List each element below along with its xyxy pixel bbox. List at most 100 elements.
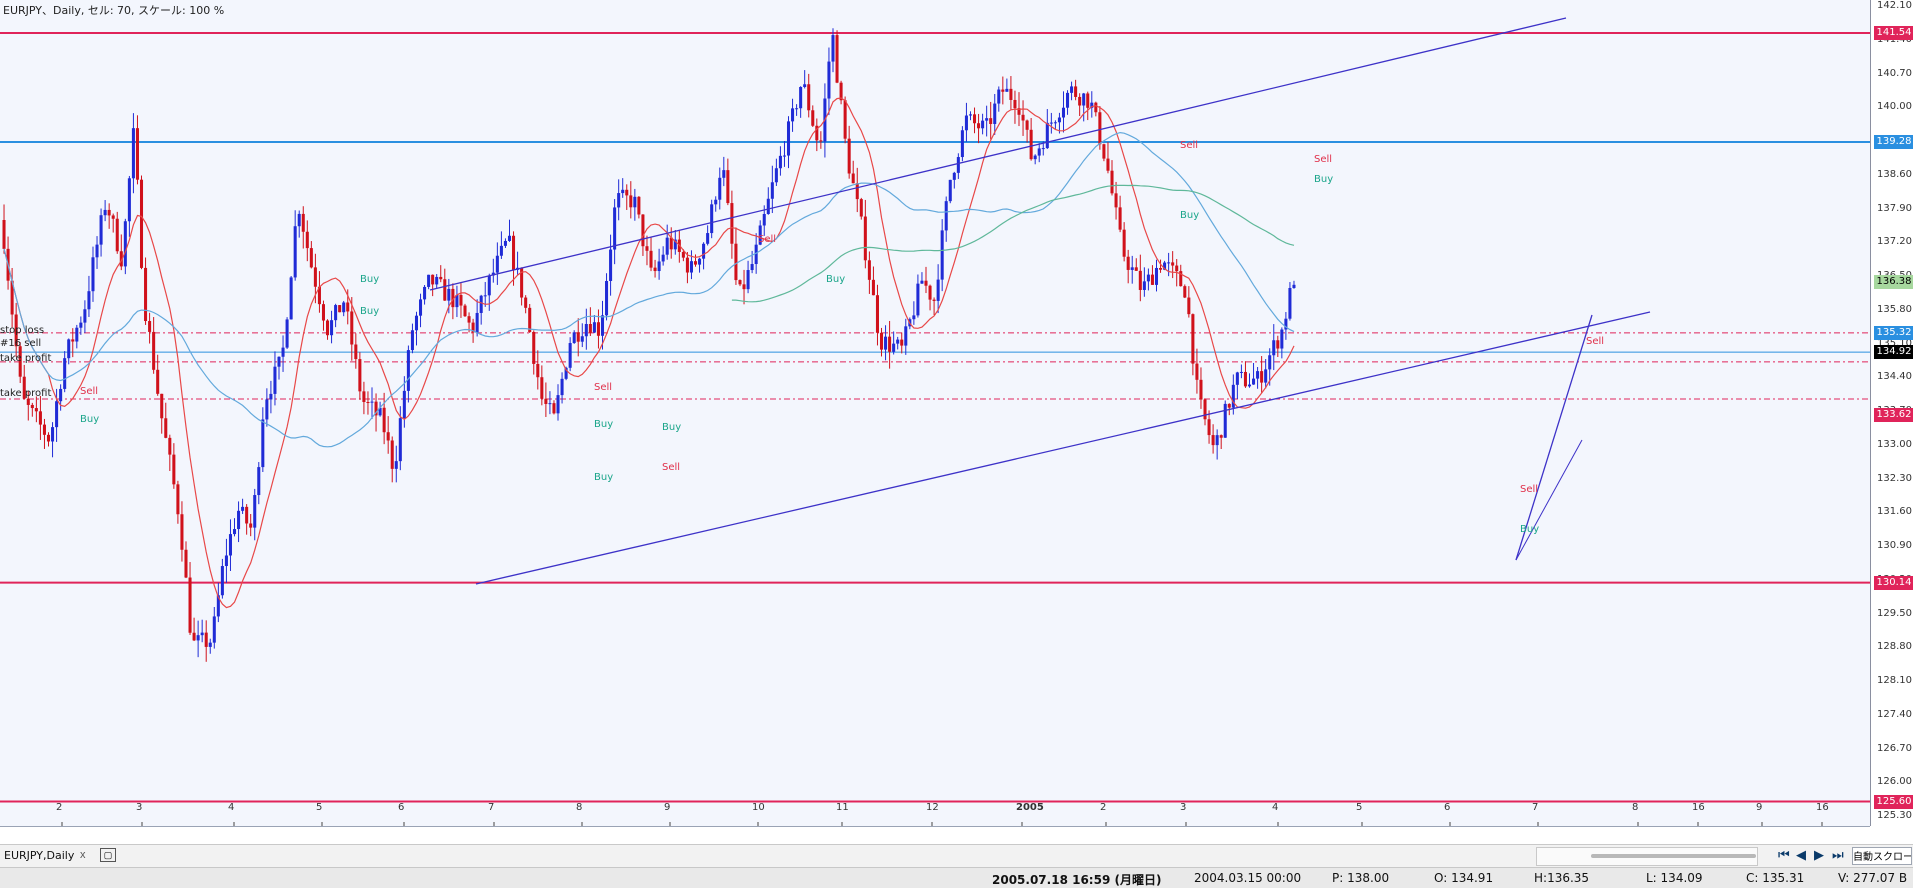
candle-body	[956, 157, 960, 173]
candle-body	[1025, 120, 1029, 130]
close-tab-icon[interactable]: x	[80, 849, 86, 861]
candle-body	[552, 403, 556, 414]
candle-body	[746, 270, 750, 290]
candle-body	[455, 294, 459, 308]
candle-body	[754, 244, 758, 265]
first-page-icon[interactable]: ⏮	[1778, 847, 1790, 862]
candle-body	[439, 276, 443, 280]
auto-scroll-button[interactable]: 自動スクロール	[1852, 847, 1912, 865]
candle-body	[625, 189, 629, 196]
candle-body	[989, 118, 993, 124]
candle-body	[596, 322, 600, 336]
candle-body	[51, 427, 55, 442]
candle-body	[1086, 93, 1090, 108]
prev-icon[interactable]: ◀	[1796, 847, 1806, 862]
candle-body	[762, 214, 766, 226]
candle-body	[843, 100, 847, 139]
candle-body	[22, 376, 26, 399]
candle-body	[839, 82, 843, 101]
candle-body	[123, 221, 127, 267]
candle-body	[1284, 318, 1288, 330]
candle-body	[568, 343, 572, 368]
ma-fast-line	[3, 97, 1295, 609]
trade-signal-buy: Buy	[1520, 524, 1539, 535]
candle-body	[637, 196, 641, 215]
candle-body	[916, 283, 920, 316]
candle-body	[216, 595, 220, 617]
candle-body	[920, 280, 924, 284]
candle-body	[410, 330, 414, 351]
chart-area[interactable]: Buy Sell Buy Buy Buy Sell Buy Sell Sell Buy Sell Bu…	[0, 0, 1870, 827]
status-bar: 2005.07.18 16:59 (月曜日) 2004.03.15 00:00 …	[0, 867, 1913, 888]
candle-body	[948, 179, 952, 202]
new-window-icon[interactable]: ▢	[100, 848, 116, 862]
scroll-track[interactable]	[1536, 847, 1758, 866]
candle-body	[1231, 384, 1235, 408]
price-tag: 141.54	[1874, 26, 1913, 40]
candle-body	[932, 299, 936, 301]
candle-body	[160, 393, 164, 419]
candle-body	[99, 215, 103, 245]
candle-body	[317, 286, 321, 305]
candle-body	[750, 264, 754, 271]
candle-body	[977, 123, 981, 129]
y-tick-label: 140.00	[1877, 101, 1912, 113]
status-price: P: 138.00	[1332, 871, 1390, 885]
candle-body	[1106, 158, 1110, 171]
candle-body	[354, 344, 358, 360]
candle-body	[479, 295, 483, 313]
candle-body	[1130, 267, 1134, 270]
x-tick-label: 3	[1180, 802, 1187, 813]
candle-body	[1001, 89, 1005, 92]
trade-signal-sell: Sell	[1586, 336, 1604, 347]
candle-body	[67, 339, 71, 359]
last-page-icon[interactable]: ⏭	[1832, 847, 1844, 862]
candle-body	[1142, 281, 1146, 290]
candle-body	[342, 302, 346, 313]
candle-body	[237, 510, 241, 530]
candle-body	[212, 616, 216, 643]
candle-body	[681, 251, 685, 258]
candle-body	[192, 632, 196, 641]
y-tick-label: 126.70	[1877, 742, 1912, 754]
candle-body	[427, 274, 431, 287]
candle-body	[265, 399, 269, 420]
candle-body	[1021, 114, 1025, 121]
candle-body	[888, 336, 892, 352]
next-icon[interactable]: ▶	[1814, 847, 1824, 862]
candle-body	[726, 170, 730, 204]
candle-body	[572, 332, 576, 344]
chart-plot[interactable]: Buy Sell Buy Buy Buy Sell Buy Sell Sell Buy Sell Bu…	[0, 0, 1870, 826]
candle-body	[277, 356, 281, 367]
candle-body	[431, 274, 435, 285]
y-tick-label: 131.60	[1877, 506, 1912, 518]
candle-body	[661, 254, 665, 262]
candle-body	[1134, 267, 1138, 271]
scroll-thumb[interactable]	[1591, 854, 1756, 858]
candle-body	[1041, 148, 1045, 150]
candle-body	[1256, 371, 1260, 379]
candle-body	[346, 302, 350, 312]
candle-body	[196, 635, 200, 641]
candle-body	[944, 201, 948, 231]
chart-tab[interactable]: EURJPY,Daily	[4, 849, 75, 862]
candle-body	[273, 366, 277, 394]
candle-body	[770, 182, 774, 199]
x-tick-label: 6	[398, 802, 405, 813]
candle-body	[896, 339, 900, 344]
candle-body	[1146, 274, 1150, 282]
trade-signal-sell: Sell	[758, 234, 776, 245]
candle-body	[71, 339, 75, 342]
candle-body	[87, 291, 91, 310]
candle-body	[981, 120, 985, 129]
candle-body	[188, 577, 192, 633]
candle-body	[451, 288, 455, 308]
candle-body	[475, 312, 479, 333]
candle-body	[386, 432, 390, 441]
y-tick-label: 142.10	[1877, 0, 1912, 11]
candle-body	[152, 331, 156, 370]
candle-body	[487, 275, 491, 296]
price-axis[interactable]: 142.10141.40140.70140.00139.30138.60137.…	[1870, 0, 1913, 826]
candle-body	[1053, 122, 1057, 124]
candle-body	[1203, 399, 1207, 420]
